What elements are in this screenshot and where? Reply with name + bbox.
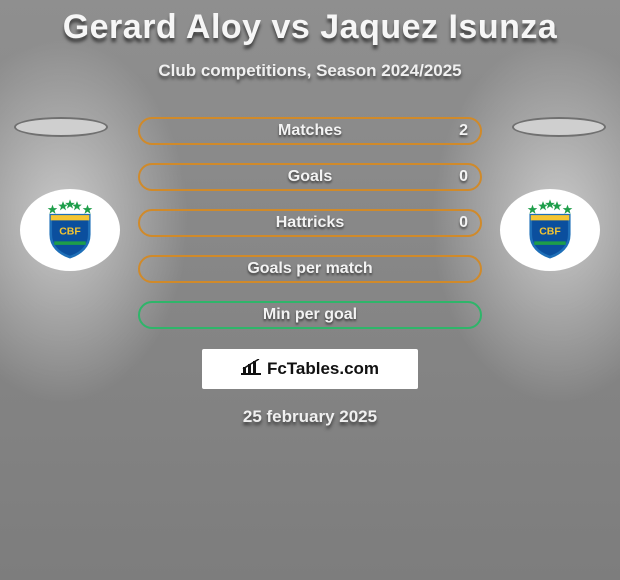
stat-label: Hattricks xyxy=(276,214,344,232)
stat-row: Matches 2 xyxy=(138,117,482,145)
date-text: 25 february 2025 xyxy=(0,407,620,427)
right-crest: CBF xyxy=(500,189,600,271)
stat-row: Min per goal xyxy=(138,301,482,329)
stat-label: Matches xyxy=(278,122,342,140)
stat-value: 0 xyxy=(459,214,468,232)
chart-icon xyxy=(241,359,261,380)
stat-rows: Matches 2 Goals 0 Hattricks 0 Goals per match M… xyxy=(138,117,482,329)
page-title: Gerard Aloy vs Jaquez Isunza xyxy=(0,0,620,47)
stat-label: Goals per match xyxy=(247,260,372,278)
right-pill xyxy=(512,117,606,137)
stats-board: CBF CBF Matches 2 Goals 0 Hattricks 0 Goals pe… xyxy=(0,117,620,427)
subtitle: Club competitions, Season 2024/2025 xyxy=(0,61,620,81)
left-crest: CBF xyxy=(20,189,120,271)
svg-text:CBF: CBF xyxy=(539,225,561,237)
stat-row: Hattricks 0 xyxy=(138,209,482,237)
stat-label: Goals xyxy=(288,168,332,186)
brand-badge[interactable]: FcTables.com xyxy=(202,349,418,389)
stat-label: Min per goal xyxy=(263,306,357,324)
brand-text: FcTables.com xyxy=(267,359,379,379)
svg-text:CBF: CBF xyxy=(59,225,81,237)
stat-row: Goals per match xyxy=(138,255,482,283)
stat-row: Goals 0 xyxy=(138,163,482,191)
stat-value: 0 xyxy=(459,168,468,186)
left-pill xyxy=(14,117,108,137)
stat-value: 2 xyxy=(459,122,468,140)
